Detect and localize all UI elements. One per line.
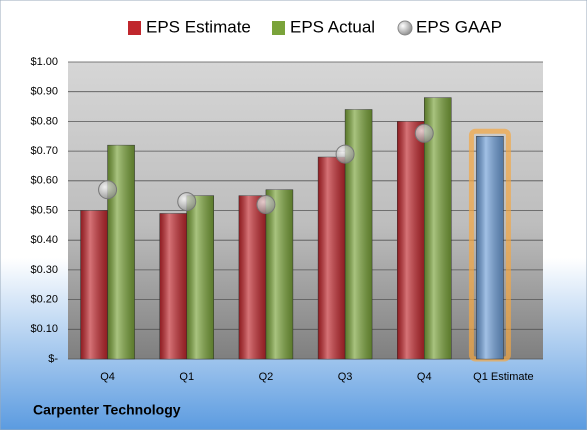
legend-marker	[128, 21, 141, 35]
y-tick-label: $-	[48, 353, 58, 365]
legend-label: EPS Estimate	[146, 17, 251, 36]
bar-shine	[397, 121, 425, 360]
bar-shine	[159, 213, 187, 359]
y-tick-label: $0.30	[30, 264, 58, 276]
x-tick-label: Q4	[100, 371, 115, 383]
y-tick-label: $0.70	[30, 145, 58, 157]
bar-shine	[80, 210, 108, 359]
y-tick-label: $0.10	[30, 323, 58, 335]
gaap-marker	[414, 123, 434, 143]
x-tick-label: Q2	[259, 371, 274, 383]
gaap-marker	[177, 192, 197, 212]
x-tick-label: Q1	[179, 371, 194, 383]
footer-title: Carpenter Technology	[33, 402, 181, 418]
legend-label: EPS Actual	[290, 17, 375, 36]
legend-label: EPS GAAP	[416, 17, 502, 36]
y-tick-label: $0.90	[30, 86, 58, 98]
y-tick-label: $0.20	[30, 294, 58, 306]
x-tick-label: Q4	[417, 371, 432, 383]
gaap-marker	[256, 195, 276, 215]
legend-marker	[397, 20, 413, 36]
x-tick-label: Q3	[338, 371, 353, 383]
y-tick-label: $0.80	[30, 115, 58, 127]
bar-shine	[318, 157, 346, 359]
bar-shine	[238, 195, 266, 359]
bar-shine	[265, 189, 293, 359]
y-tick-label: $0.60	[30, 175, 58, 187]
bar-shine	[107, 145, 135, 359]
bar-shine	[186, 195, 214, 359]
bar-shine	[476, 136, 504, 359]
x-tick-label: Q1 Estimate	[473, 371, 534, 383]
gaap-marker	[98, 180, 118, 200]
legend-marker	[272, 21, 285, 35]
y-tick-label: $1.00	[30, 56, 58, 68]
y-tick-label: $0.50	[30, 204, 58, 216]
gaap-marker	[335, 144, 355, 164]
y-tick-label: $0.40	[30, 234, 58, 246]
